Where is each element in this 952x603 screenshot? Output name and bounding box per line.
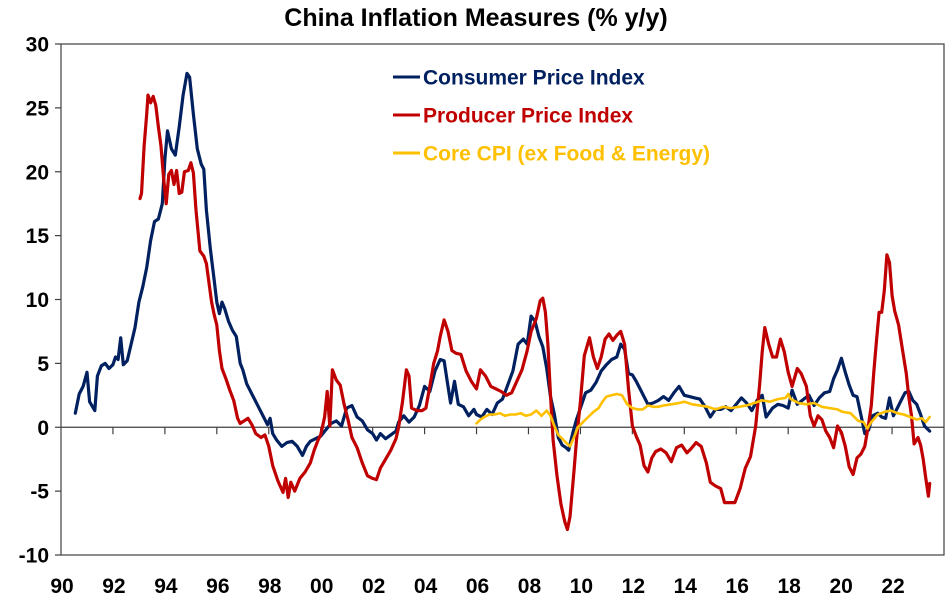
x-tick-label: 02: [362, 575, 385, 598]
series-line-consumer-price-index: [73, 71, 932, 457]
y-tick-label: 0: [37, 417, 49, 440]
y-tick-label: -5: [30, 481, 49, 504]
x-tick-label: 08: [518, 575, 542, 598]
x-tick-label: 98: [258, 575, 282, 598]
legend-label: Core CPI (ex Food & Energy): [423, 143, 710, 166]
x-tick-label: 20: [829, 575, 852, 598]
x-tick-label: 92: [102, 575, 125, 598]
legend-item: Consumer Price Index: [393, 67, 645, 90]
x-axis: 90 92 94 96 98 00 02 04 06 08 10 12 14 16 18 20 22: [50, 427, 905, 598]
x-tick-label: 14: [674, 575, 698, 598]
x-tick-label: 10: [570, 575, 593, 598]
y-tick-label: 25: [26, 97, 50, 120]
y-tick-label: 15: [26, 225, 50, 248]
series-lines: [73, 71, 932, 532]
legend-label: Consumer Price Index: [423, 67, 645, 90]
y-tick-label: 30: [26, 34, 49, 57]
legend-item: Core CPI (ex Food & Energy): [393, 143, 710, 166]
series-line-core-cpi-ex-food-energy: [475, 392, 931, 448]
y-axis: 30 25 20 15 10 5 0 -5 -10: [19, 34, 61, 568]
x-tick-label: 12: [622, 575, 645, 598]
series-line-producer-price-index: [138, 93, 932, 532]
x-tick-label: 00: [310, 575, 333, 598]
y-tick-label: 10: [26, 289, 49, 312]
y-tick-label: 20: [26, 161, 49, 184]
x-tick-label: 94: [154, 575, 178, 598]
y-tick-label: 5: [37, 353, 49, 376]
legend: Consumer Price Index Producer Price Index…: [393, 67, 710, 166]
y-tick-label: -10: [19, 545, 49, 568]
x-tick-label: 96: [206, 575, 229, 598]
legend-item: Producer Price Index: [393, 105, 633, 128]
chart-title: China Inflation Measures (% y/y): [284, 4, 668, 32]
x-tick-label: 16: [726, 575, 749, 598]
x-tick-label: 90: [50, 575, 73, 598]
x-tick-label: 18: [777, 575, 801, 598]
x-tick-label: 06: [466, 575, 489, 598]
x-tick-label: 22: [881, 575, 904, 598]
legend-label: Producer Price Index: [423, 105, 633, 128]
x-tick-label: 04: [414, 575, 438, 598]
